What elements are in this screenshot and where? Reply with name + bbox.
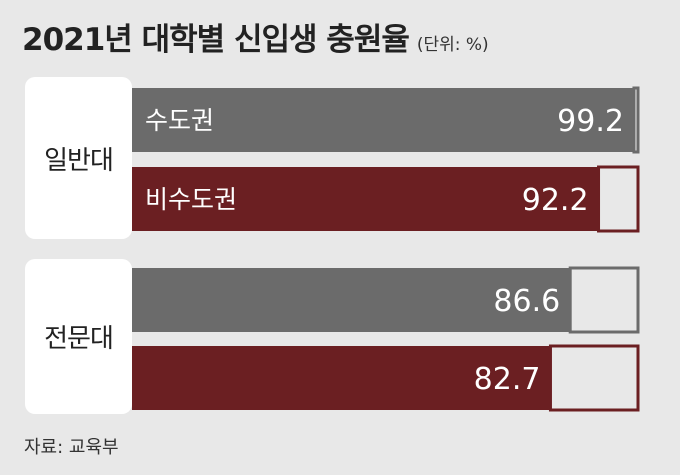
group-label-general-university: 일반대 [25,77,132,239]
bar-remainder [632,86,640,154]
bar-value-label: 92.2 [522,183,589,218]
bar-0-1 [132,167,599,231]
group-label-junior-college: 전문대 [25,259,132,414]
title-text: 2021년 대학별 신입생 충원율 [22,22,410,58]
bar-value-label: 99.2 [557,104,624,139]
bar-remainder [568,266,640,334]
bar-1-1 [132,346,551,410]
bar-0-0 [132,88,634,152]
chart-title: 2021년 대학별 신입생 충원율 (단위: %) [22,14,489,59]
bar-category-label: 수도권 [145,106,214,135]
unit-label: (단위: %) [416,35,489,55]
group-label-text: 일반대 [44,145,114,176]
group-label-text: 전문대 [44,324,114,354]
bar-remainder [548,344,640,412]
source-note: 자료: 교육부 [24,437,119,458]
bar-value-label: 82.7 [474,362,541,397]
bar-value-label: 86.6 [493,284,560,319]
bar-remainder [597,165,640,233]
bar-category-label: 비수도권 [145,185,237,214]
bar-1-0 [132,268,571,332]
